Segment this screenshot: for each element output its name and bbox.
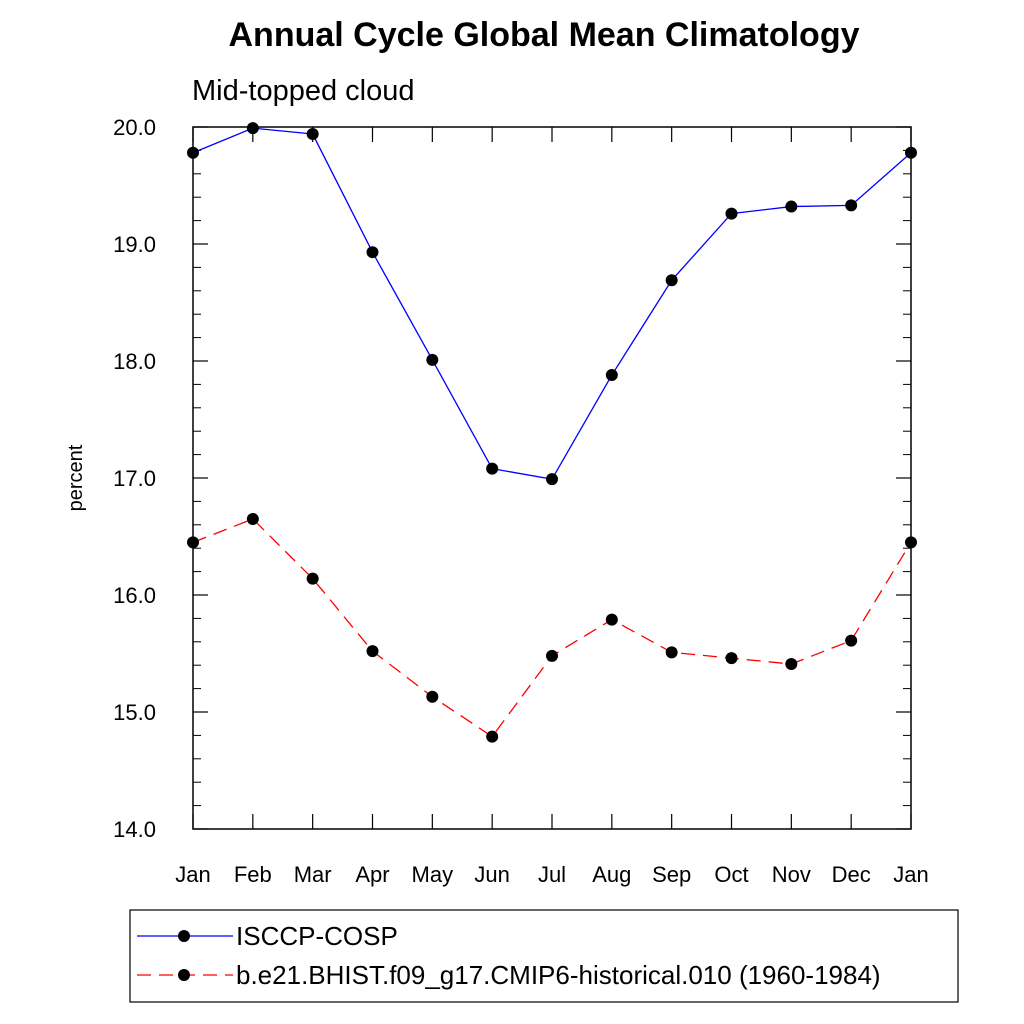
series-line-0: [192, 127, 912, 480]
x-tick-label: Feb: [234, 862, 272, 887]
data-point-series-1: [725, 652, 738, 665]
x-tick-label: Nov: [772, 862, 811, 887]
legend-label-isccp: ISCCP-COSP: [236, 921, 398, 951]
data-point-series-1: [665, 646, 678, 659]
legend-label-cmip6: b.e21.BHIST.f09_g17.CMIP6-historical.010…: [236, 960, 881, 990]
x-tick-label: Oct: [714, 862, 748, 887]
y-tick-label: 14.0: [113, 817, 156, 842]
y-tick-label: 17.0: [113, 466, 156, 491]
legend-marker-isccp: [178, 930, 190, 942]
data-point-series-1: [546, 649, 558, 662]
data-point-series-1: [845, 634, 858, 647]
x-tick-label: Jan: [893, 862, 928, 887]
x-tick-label: Apr: [355, 862, 389, 887]
series-line-1: [192, 518, 912, 738]
x-tick-label: Jul: [538, 862, 566, 887]
data-point-series-0: [546, 473, 558, 486]
legend-box: [129, 909, 959, 1003]
y-tick-label: 19.0: [113, 232, 156, 257]
axis-ticks: Jan Feb Mar Apr May Jun Jul Aug Sep Oct Nov Dec Jan 1…: [113, 115, 929, 887]
data-point-series-0: [725, 207, 738, 220]
legend: ISCCP-COSP b.e21.BHIST.f09_g17.CMIP6-his…: [129, 909, 959, 1003]
y-tick-label: 20.0: [113, 115, 156, 140]
data-point-series-0: [605, 369, 618, 382]
data-point-series-0: [187, 146, 199, 159]
data-point-series-1: [366, 645, 379, 658]
data-point-series-0: [246, 122, 259, 135]
x-tick-label: Jan: [175, 862, 210, 887]
data-point-series-1: [246, 512, 259, 525]
x-tick-label: Aug: [592, 862, 631, 887]
data-point-series-0: [665, 274, 678, 287]
data-point-series-0: [426, 353, 439, 366]
data-point-series-1: [785, 658, 798, 671]
data-point-series-0: [845, 199, 858, 212]
data-point-series-1: [306, 572, 319, 585]
y-tick-label: 18.0: [113, 349, 156, 374]
data-point-series-1: [605, 613, 618, 626]
data-point-series-0: [785, 200, 798, 213]
x-tick-label: Dec: [832, 862, 871, 887]
series-layer: [187, 122, 917, 743]
data-point-series-1: [486, 730, 499, 743]
data-point-series-1: [187, 536, 199, 549]
legend-marker-cmip6: [178, 969, 190, 981]
data-point-series-0: [486, 462, 499, 475]
chart-title: Annual Cycle Global Mean Climatology: [229, 16, 860, 54]
x-tick-label: Jun: [474, 862, 509, 887]
data-point-series-1: [905, 536, 917, 549]
chart-subtitle: Mid-topped cloud: [192, 75, 414, 107]
x-tick-label: Mar: [294, 862, 332, 887]
x-tick-label: Sep: [652, 862, 691, 887]
y-tick-label: 15.0: [113, 700, 156, 725]
data-point-series-0: [306, 128, 319, 141]
y-tick-label: 16.0: [113, 583, 156, 608]
data-point-series-0: [905, 146, 917, 159]
data-point-series-1: [426, 690, 439, 703]
y-axis-label: percent: [65, 444, 87, 511]
data-point-series-0: [366, 246, 379, 259]
x-tick-label: May: [412, 862, 454, 887]
